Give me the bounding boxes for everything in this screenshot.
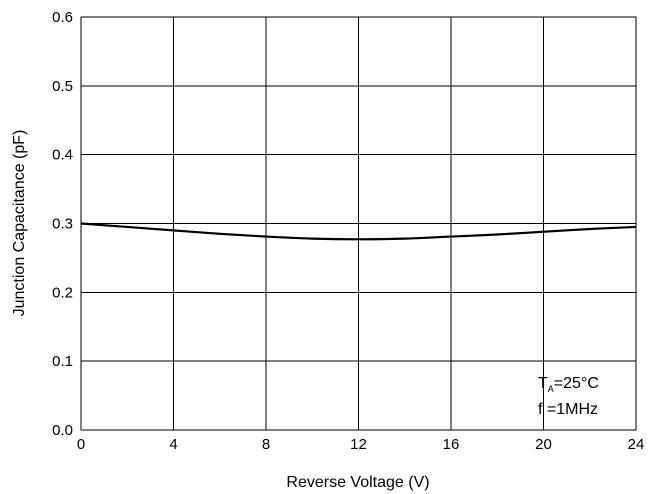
y-tick-label: 0.6 [52, 9, 73, 26]
series-layer [80, 222, 637, 241]
x-tick-label: 0 [77, 436, 85, 453]
y-tick-label: 0.3 [52, 216, 73, 233]
y-tick-label: 0.2 [52, 284, 73, 301]
annotation-subscript: A [548, 384, 554, 394]
y-tick-label: 0.0 [52, 422, 73, 439]
x-tick-labels: 0 4 8 12 16 20 24 [77, 436, 645, 453]
x-tick-label: 20 [535, 436, 552, 453]
annotation-temp-value: =25°C [554, 375, 599, 392]
capacitance-curve [80, 222, 637, 241]
x-tick-label: 16 [443, 436, 460, 453]
annotation-temperature: TA=25°C [538, 375, 599, 394]
annotation-t: T [538, 375, 548, 392]
grid [81, 17, 636, 430]
x-axis-label: Reverse Voltage (V) [286, 474, 429, 491]
y-axis-label: Junction Capacitance (pF) [11, 130, 28, 317]
x-tick-label: 4 [169, 436, 177, 453]
y-tick-label: 0.1 [52, 353, 73, 370]
x-tick-label: 12 [350, 436, 367, 453]
y-tick-labels: 0.0 0.1 0.2 0.3 0.4 0.5 0.6 [52, 9, 73, 439]
y-tick-label: 0.5 [52, 78, 73, 95]
y-tick-label: 0.4 [52, 147, 73, 164]
x-tick-label: 24 [628, 436, 645, 453]
x-tick-label: 8 [262, 436, 270, 453]
annotation-frequency: f =1MHz [538, 401, 598, 418]
